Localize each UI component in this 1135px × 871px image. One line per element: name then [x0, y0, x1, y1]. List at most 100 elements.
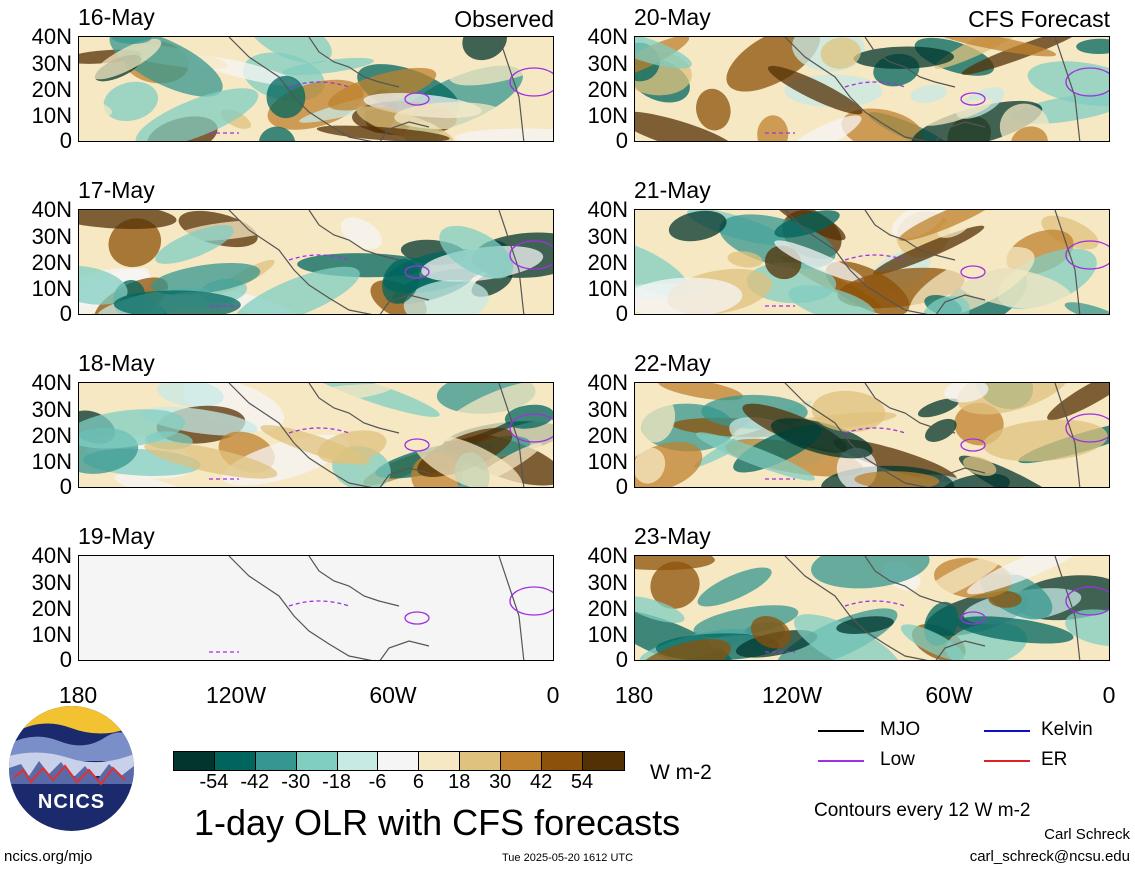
y-tick-label: 0: [59, 474, 72, 499]
y-tick-label: 20N: [31, 77, 72, 102]
olr-map-panel: [78, 36, 554, 142]
panel-date: 23-May: [634, 523, 711, 549]
legend-line-mjo: [818, 730, 864, 732]
y-tick-label: 20N: [31, 423, 72, 448]
y-tick-label: 10N: [587, 622, 628, 647]
main-title: 1-day OLR with CFS forecasts: [194, 802, 681, 843]
olr-map-panel: [634, 209, 1110, 315]
y-tick-label: 30N: [587, 51, 628, 76]
colorbar-swatch: [174, 752, 215, 770]
footer-author: Carl Schreck: [1044, 826, 1130, 843]
panel-header: Observed: [454, 6, 554, 32]
y-tick-label: 40N: [31, 197, 72, 222]
colorbar-tick-label: -54: [199, 771, 229, 793]
olr-map-panel: [634, 36, 1110, 142]
ncics-logo: NCICS: [9, 706, 134, 831]
olr-map-panel: [634, 382, 1110, 488]
colorbar-tick-label: -30: [281, 771, 311, 793]
panel-date: 21-May: [634, 177, 711, 203]
y-tick-label: 10N: [31, 449, 72, 474]
panel-date: 17-May: [78, 177, 155, 203]
panel-header: CFS Forecast: [968, 6, 1110, 32]
legend-line-low: [818, 760, 864, 762]
colorbar-swatch: [542, 752, 583, 770]
x-tick-label: 60W: [369, 682, 417, 708]
y-tick-label: 10N: [31, 103, 72, 128]
contour-note: Contours every 12 W m-2: [814, 800, 1031, 821]
x-tick-label: 180: [614, 682, 654, 708]
colorbar-tick-label: -6: [368, 771, 387, 793]
panel-date: 19-May: [78, 523, 155, 549]
legend-line-kelvin: [984, 730, 1030, 732]
colorbar-swatch: [337, 752, 379, 770]
y-tick-label: 0: [615, 474, 628, 499]
x-tick-label: 60W: [925, 682, 973, 708]
x-tick-label: 180: [58, 682, 98, 708]
y-tick-label: 20N: [31, 596, 72, 621]
colorbar-tick-label: 30: [489, 771, 512, 793]
x-tick-label: 0: [546, 682, 560, 708]
colorbar-swatch: [419, 752, 461, 770]
olr-map-panel: [78, 382, 554, 488]
y-tick-label: 30N: [31, 570, 72, 595]
y-tick-label: 20N: [587, 77, 628, 102]
y-tick-label: 30N: [587, 397, 628, 422]
y-tick-label: 20N: [587, 423, 628, 448]
y-tick-label: 30N: [31, 51, 72, 76]
y-tick-label: 0: [615, 647, 628, 672]
y-tick-label: 0: [59, 128, 72, 153]
y-tick-label: 30N: [587, 570, 628, 595]
footer-email: carl_schreck@ncsu.edu: [969, 848, 1130, 865]
colorbar-swatch: [296, 752, 338, 770]
colorbar-swatch: [378, 752, 420, 770]
colorbar-tick-label: 42: [529, 771, 553, 793]
legend-label-kelvin: Kelvin: [1041, 719, 1093, 740]
y-tick-label: 30N: [31, 224, 72, 249]
colorbar: [173, 751, 625, 771]
y-tick-label: 40N: [31, 24, 72, 49]
legend-label-low: Low: [880, 749, 915, 770]
colorbar-swatch: [255, 752, 297, 770]
x-tick-label: 120W: [205, 682, 267, 708]
colorbar-tick-label: 6: [412, 771, 424, 793]
olr-map-panel: [78, 555, 554, 661]
y-tick-label: 10N: [587, 276, 628, 301]
panel-date: 18-May: [78, 350, 155, 376]
olr-map-panel: [634, 555, 1110, 661]
logo-text: NCICS: [37, 791, 106, 813]
y-tick-label: 10N: [587, 449, 628, 474]
legend-label-er: ER: [1041, 749, 1068, 770]
y-tick-label: 30N: [587, 224, 628, 249]
colorbar-units: W m-2: [650, 761, 712, 784]
y-tick-label: 40N: [587, 197, 628, 222]
x-tick-label: 120W: [761, 682, 823, 708]
y-tick-label: 10N: [587, 103, 628, 128]
colorbar-tick-label: -18: [322, 771, 352, 793]
legend-line-er: [984, 760, 1030, 762]
y-tick-label: 0: [59, 647, 72, 672]
y-tick-label: 10N: [31, 276, 72, 301]
colorbar-swatch: [582, 752, 624, 770]
panel-date: 22-May: [634, 350, 711, 376]
y-tick-label: 40N: [31, 543, 72, 568]
panel-date: 20-May: [634, 4, 711, 30]
colorbar-tick-label: 54: [570, 771, 594, 793]
y-tick-label: 40N: [587, 24, 628, 49]
legend-label-mjo: MJO: [880, 719, 921, 740]
panel-date: 16-May: [78, 4, 155, 30]
y-tick-label: 20N: [587, 250, 628, 275]
footer-timestamp: Tue 2025-05-20 1612 UTC: [502, 852, 634, 864]
colorbar-swatch: [501, 752, 543, 770]
y-tick-label: 40N: [587, 370, 628, 395]
y-tick-label: 40N: [31, 370, 72, 395]
colorbar-swatch: [214, 752, 256, 770]
x-tick-label: 0: [1102, 682, 1116, 708]
y-tick-label: 0: [59, 301, 72, 326]
colorbar-tick-label: 18: [448, 771, 471, 793]
y-tick-label: 40N: [587, 543, 628, 568]
y-tick-label: 0: [615, 128, 628, 153]
y-tick-label: 0: [615, 301, 628, 326]
footer-url: ncics.org/mjo: [4, 848, 93, 865]
olr-map-panel: [78, 209, 554, 315]
y-tick-label: 20N: [587, 596, 628, 621]
